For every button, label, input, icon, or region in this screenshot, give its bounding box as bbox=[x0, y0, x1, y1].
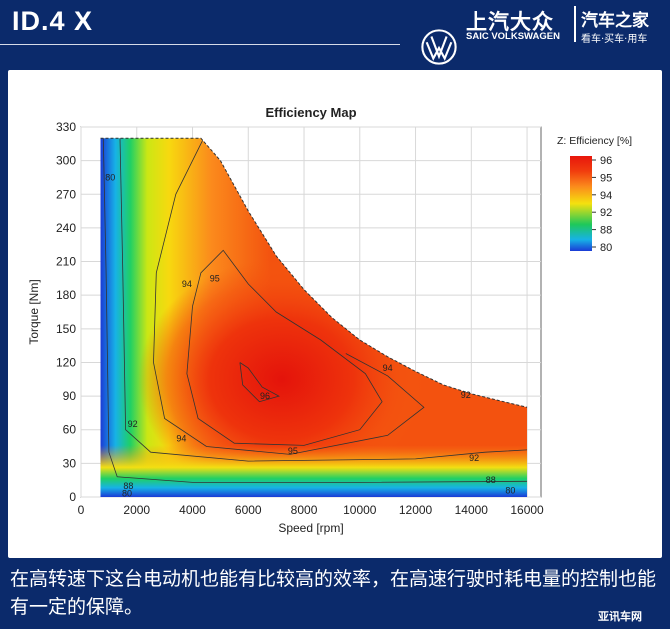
contour-label: 80 bbox=[505, 485, 515, 495]
x-tick-label: 2000 bbox=[123, 503, 150, 517]
contour-line bbox=[186, 249, 383, 446]
y-tick-label: 120 bbox=[56, 355, 76, 369]
volkswagen-logo-icon bbox=[421, 29, 457, 65]
x-tick-label: 6000 bbox=[235, 503, 262, 517]
operating-envelope-line bbox=[100, 137, 528, 408]
legend-label: 88 bbox=[600, 225, 612, 237]
contour-label: 94 bbox=[182, 279, 192, 289]
contour-line bbox=[119, 138, 528, 462]
legend-label: 92 bbox=[600, 207, 612, 219]
legend-label: 96 bbox=[600, 155, 612, 167]
legend-label: 95 bbox=[600, 172, 612, 184]
x-tick-label: 14000 bbox=[455, 503, 489, 517]
y-axis-label: Torque [Nm] bbox=[27, 279, 41, 344]
watermark: 亚讯车网 bbox=[598, 610, 642, 623]
contour-line bbox=[153, 138, 425, 455]
x-tick-label: 12000 bbox=[399, 503, 433, 517]
legend-label: 80 bbox=[600, 242, 612, 254]
x-tick-label: 10000 bbox=[343, 503, 377, 517]
chart-panel: Efficiency Map 0 2000 4000 6000 8000 10000 1200… bbox=[8, 70, 662, 558]
contour-label: 96 bbox=[260, 391, 270, 401]
legend-label: 94 bbox=[600, 190, 612, 202]
y-tick-label: 30 bbox=[63, 456, 77, 470]
y-tick-label: 90 bbox=[63, 389, 77, 403]
contour-label: 80 bbox=[105, 172, 115, 182]
x-axis-label: Speed [rpm] bbox=[278, 521, 343, 535]
y-tick-label: 180 bbox=[56, 288, 76, 302]
contour-label: 92 bbox=[469, 453, 479, 463]
y-tick-label: 150 bbox=[56, 322, 76, 336]
legend-title: Z: Efficiency [%] bbox=[557, 135, 632, 147]
x-tick-label: 8000 bbox=[291, 503, 318, 517]
contour-label: 92 bbox=[461, 390, 471, 400]
y-tick-label: 210 bbox=[56, 255, 76, 269]
chart-title: Efficiency Map bbox=[265, 105, 356, 120]
y-tick-label: 330 bbox=[56, 120, 76, 134]
model-title: ID.4 X bbox=[12, 6, 94, 36]
brand-chinese: 上汽大众 bbox=[466, 10, 554, 34]
header-rule bbox=[0, 44, 400, 45]
contour-line bbox=[102, 138, 528, 483]
contour-label: 95 bbox=[288, 446, 298, 456]
contour-label: 92 bbox=[128, 419, 138, 429]
legend: Z: Efficiency [%] 96 95 94 92 88 80 bbox=[557, 135, 632, 254]
contour-label: 88 bbox=[486, 475, 496, 485]
contour-line bbox=[239, 362, 280, 403]
contour-label: 95 bbox=[210, 273, 220, 283]
y-tick-label: 270 bbox=[56, 187, 76, 201]
legend-color-bar bbox=[570, 156, 592, 251]
y-tick-label: 0 bbox=[69, 490, 76, 504]
caption-text: 在高转速下这台电动机也能有比较高的效率，在高速行驶时耗电量的控制也能有一定的保障… bbox=[10, 568, 657, 618]
y-tick-label: 300 bbox=[56, 154, 76, 168]
brand-divider bbox=[574, 6, 576, 42]
contour-label: 88 bbox=[123, 481, 133, 491]
brand-english: SAIC VOLKSWAGEN bbox=[466, 31, 560, 42]
header: ID.4 X 上汽大众 SAIC VOLKSWAGEN 汽车之家 看车·买车·用… bbox=[0, 0, 670, 65]
contour-label: 94 bbox=[176, 434, 186, 444]
x-tick-label: 0 bbox=[78, 503, 85, 517]
y-tick-label: 60 bbox=[63, 423, 77, 437]
y-tick-label: 240 bbox=[56, 221, 76, 235]
x-tick-label: 16000 bbox=[510, 503, 544, 517]
contour-label: 80 bbox=[122, 489, 132, 499]
site-slogan: 看车·买车·用车 bbox=[581, 34, 648, 45]
contour-label: 94 bbox=[383, 363, 393, 373]
site-name: 汽车之家 bbox=[581, 11, 649, 31]
x-tick-label: 4000 bbox=[179, 503, 206, 517]
